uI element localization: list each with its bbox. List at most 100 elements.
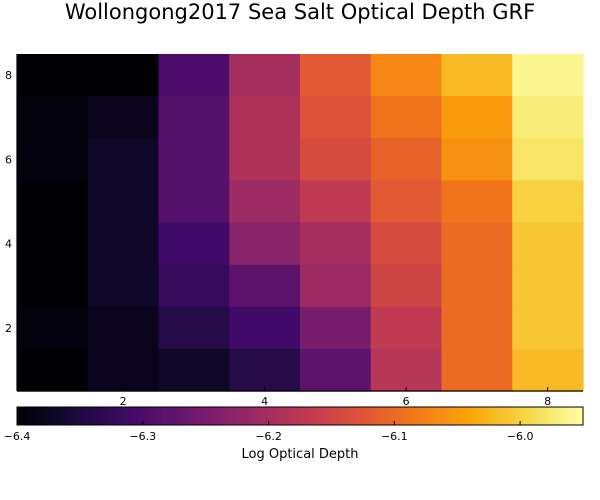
- colorbar-segment: [375, 407, 379, 425]
- colorbar-segment: [554, 407, 558, 425]
- colorbar-segment: [269, 407, 273, 425]
- colorbar-segment: [134, 407, 138, 425]
- colorbar-segment: [391, 407, 395, 425]
- colorbar-segment: [92, 407, 96, 425]
- colorbar-segment: [245, 407, 249, 425]
- heatmap-cells: [17, 54, 584, 392]
- colorbar-segment: [542, 407, 546, 425]
- x-tick-label: 2: [120, 395, 127, 408]
- colorbar-segment: [40, 407, 44, 425]
- colorbar-segment: [396, 407, 400, 425]
- heatmap-cell-x6-y8: [370, 54, 443, 97]
- colorbar-segment: [344, 407, 348, 425]
- colorbar-segment: [370, 407, 374, 425]
- colorbar-segment: [354, 407, 358, 425]
- colorbar-segment: [17, 407, 20, 425]
- colorbar-segment: [26, 407, 30, 425]
- colorbar-segment: [141, 407, 145, 425]
- heatmap-cell-x5-y7: [300, 96, 372, 139]
- colorbar-segment: [61, 407, 65, 425]
- colorbar-segment: [219, 407, 223, 425]
- colorbar-segment: [467, 407, 471, 425]
- colorbar-segment: [31, 407, 35, 425]
- colorbar-segment: [422, 407, 426, 425]
- heatmap-cell-x2-y2: [87, 306, 160, 350]
- colorbar-segment: [328, 407, 332, 425]
- colorbar-frame: [16, 406, 584, 426]
- colorbar-segment: [380, 407, 384, 425]
- heatmap-cell-x5-y3: [300, 264, 372, 308]
- colorbar-segment: [512, 407, 516, 425]
- colorbar-segment: [533, 407, 537, 425]
- colorbar-segment: [186, 407, 190, 425]
- colorbar-segment: [462, 407, 466, 425]
- colorbar-segment: [38, 407, 42, 425]
- heatmap-cell-x7-y3: [441, 264, 513, 308]
- colorbar-segment: [28, 407, 32, 425]
- colorbar-segment: [373, 407, 377, 425]
- colorbar-segment: [300, 407, 303, 425]
- colorbar-segment: [290, 407, 294, 425]
- heatmap-cell-x3-y1: [158, 348, 230, 392]
- colorbar-segment: [335, 407, 339, 425]
- heatmap-cell-x3-y2: [158, 306, 230, 350]
- colorbar-segment: [288, 407, 292, 425]
- colorbar-segment: [160, 407, 164, 425]
- colorbar-segment: [167, 407, 171, 425]
- x-tick-label: 4: [261, 395, 268, 408]
- heatmap-cell-x3-y5: [158, 180, 230, 224]
- heatmap-cell-x2-y6: [87, 138, 160, 181]
- heatmap-cell-x8-y7: [512, 96, 584, 139]
- y-tick-label: 8: [5, 69, 12, 82]
- colorbar-segment: [241, 407, 244, 425]
- colorbar-segment: [149, 407, 153, 425]
- heatmap-cell-x8-y1: [512, 348, 584, 392]
- colorbar-segment: [177, 407, 181, 425]
- heatmap-cell-x6-y3: [370, 264, 443, 308]
- colorbar-segment: [330, 407, 334, 425]
- heatmap-cell-x4-y8: [229, 54, 301, 97]
- heatmap-cell-x5-y1: [300, 348, 372, 392]
- colorbar-segment: [321, 407, 325, 425]
- colorbar-segment: [116, 407, 120, 425]
- colorbar-segment: [165, 407, 169, 425]
- heatmap-cell-x1-y7: [17, 96, 89, 139]
- heatmap-cell-x7-y1: [441, 348, 513, 392]
- heatmap-cell-x4-y4: [229, 222, 301, 266]
- colorbar-segment: [101, 407, 105, 425]
- colorbar-segment: [123, 407, 127, 425]
- colorbar-segment: [90, 407, 94, 425]
- colorbar-segment: [410, 407, 414, 425]
- colorbar-segment: [266, 407, 270, 425]
- heatmap-cell-x8-y6: [512, 138, 584, 181]
- colorbar-segment: [222, 407, 226, 425]
- heatmap-cell-x8-y2: [512, 306, 584, 350]
- heatmap-cell-x1-y5: [17, 180, 89, 224]
- colorbar-segment: [104, 407, 108, 425]
- colorbar-segment: [68, 407, 72, 425]
- colorbar-segment: [377, 407, 381, 425]
- heatmap-cell-x7-y2: [441, 306, 513, 350]
- x-tick-label: 6: [403, 395, 410, 408]
- colorbar-segment: [557, 407, 561, 425]
- colorbar-segment: [57, 407, 61, 425]
- colorbar-segment: [401, 407, 405, 425]
- colorbar-segment: [127, 407, 131, 425]
- colorbar-segment: [236, 407, 240, 425]
- colorbar-segment: [274, 407, 278, 425]
- colorbar-segment: [417, 407, 421, 425]
- colorbar-segment: [538, 407, 542, 425]
- y-tick-label: 6: [5, 153, 12, 166]
- colorbar-segment: [323, 407, 327, 425]
- colorbar-segment: [281, 407, 285, 425]
- colorbar-segment: [472, 407, 476, 425]
- colorbar-segment: [203, 407, 207, 425]
- colorbar-segment: [21, 407, 25, 425]
- heatmap-cell-x5-y5: [300, 180, 372, 224]
- heatmap-cell-x6-y7: [370, 96, 443, 139]
- colorbar-segment: [458, 407, 461, 425]
- colorbar-segment: [443, 407, 447, 425]
- colorbar-segment: [526, 407, 530, 425]
- colorbar-segment: [325, 407, 329, 425]
